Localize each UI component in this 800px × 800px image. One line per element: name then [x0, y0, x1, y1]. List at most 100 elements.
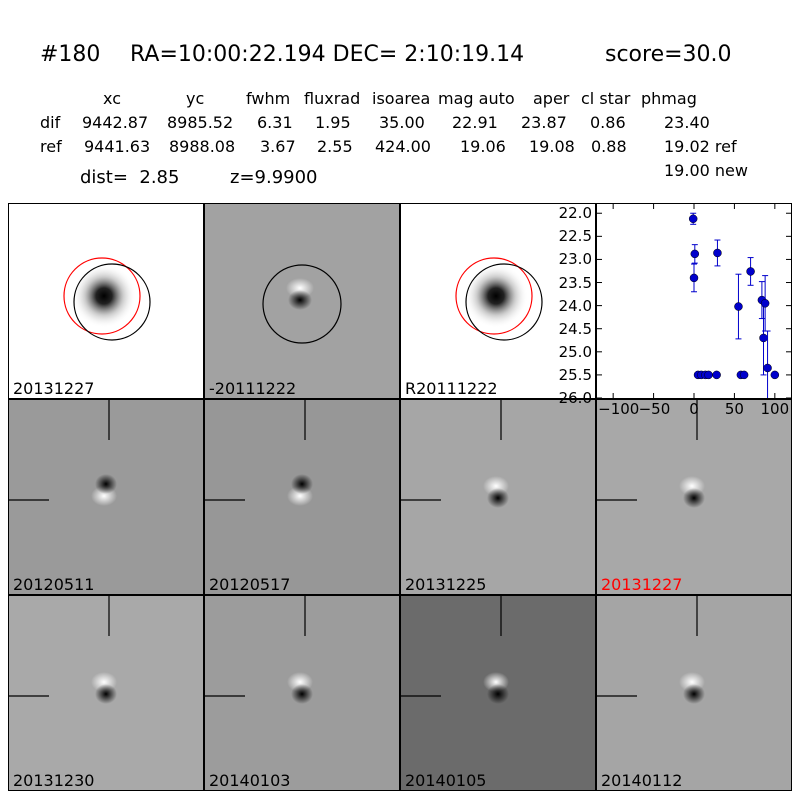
- y-tick-label: 22.0: [558, 204, 592, 223]
- cutout-date-label: 20140105: [405, 771, 487, 790]
- cutout-panel: 20120511: [8, 399, 204, 595]
- cutout-date-label: 20131225: [405, 575, 487, 594]
- z-value: z=9.9900: [230, 167, 318, 188]
- aperture-black: [262, 264, 342, 344]
- y-tick-label: 24.5: [558, 319, 592, 338]
- cutout-panel: -20111222: [204, 203, 400, 399]
- cell: 9441.63: [84, 137, 151, 156]
- col-fwhm: fwhm: [246, 89, 291, 108]
- cutout-image: [63, 257, 151, 341]
- cutout-image: [455, 257, 543, 341]
- cell: 8988.08: [169, 137, 236, 156]
- cutout-date-label: 20120511: [13, 575, 95, 594]
- data-point: [689, 273, 699, 283]
- cell: 23.87: [521, 113, 567, 132]
- cell: 3.67: [260, 137, 296, 156]
- star-source: [72, 264, 136, 328]
- cell: 424.00: [375, 137, 431, 156]
- y-tick-label: 23.0: [558, 250, 592, 269]
- cutout-image: [9, 400, 117, 506]
- y-tick-label: 22.5: [558, 227, 592, 246]
- data-point: [739, 370, 749, 380]
- aperture-red: [455, 257, 533, 335]
- data-point: [713, 248, 722, 258]
- cutout-image: [597, 596, 705, 704]
- cell: 35.00: [379, 113, 425, 132]
- cell: 0.86: [590, 113, 626, 132]
- dipole-negative: [95, 474, 117, 494]
- x-tick-label: −50: [638, 400, 671, 418]
- data-point: [690, 249, 700, 259]
- cell: 23.40: [664, 113, 710, 132]
- aperture-red: [63, 257, 141, 335]
- cell: 9442.87: [82, 113, 149, 132]
- cutout-image: [205, 400, 313, 506]
- data-point: [759, 333, 768, 343]
- cell: 6.31: [257, 113, 293, 132]
- data-point: [688, 214, 698, 224]
- x-tick-label: 0: [689, 400, 699, 418]
- aperture-black: [465, 263, 543, 341]
- object-id: #180: [40, 42, 101, 67]
- dipole-negative: [291, 474, 313, 494]
- phmag-new: 19.00 new: [664, 161, 748, 180]
- col-isoarea: isoarea: [372, 89, 431, 108]
- cutout-panel: 20131230: [8, 595, 204, 791]
- cutout-panel: 20120517: [204, 399, 400, 595]
- cutout-date-label: 20120517: [209, 575, 291, 594]
- cutout-image: [401, 400, 509, 508]
- col-mag-auto: mag auto: [438, 89, 515, 108]
- cutout-panel: 20131225: [400, 399, 596, 595]
- cutout-date-label: -20111222: [209, 379, 297, 398]
- y-tick-label: 26.0: [558, 389, 592, 407]
- y-tick-label: 25.0: [558, 342, 592, 361]
- score: score=30.0: [605, 42, 732, 67]
- light-curve-panel: [596, 203, 792, 406]
- cell: 8985.52: [167, 113, 234, 132]
- aperture-black: [73, 263, 151, 341]
- cutout-image: [205, 596, 313, 704]
- col-phmag: phmag: [641, 89, 697, 108]
- data-point: [746, 267, 755, 276]
- cutout-image: [597, 400, 705, 508]
- cutout-date-label: 20140112: [601, 771, 683, 790]
- cutout-panel: 20140103: [204, 595, 400, 791]
- cell: 0.88: [591, 137, 627, 156]
- coordinates: RA=10:00:22.194 DEC= 2:10:19.14: [130, 42, 525, 67]
- cell: 2.55: [317, 137, 353, 156]
- cutout-panel: 20131227: [8, 203, 204, 399]
- cell: 19.08: [529, 137, 575, 156]
- data-point: [760, 299, 770, 308]
- col-cl-star: cl star: [581, 89, 631, 108]
- cutout-image: [262, 264, 342, 344]
- row-label: dif: [40, 113, 61, 132]
- dipole-negative: [683, 488, 705, 508]
- col-aper: aper: [533, 89, 570, 108]
- data-point: [770, 370, 780, 380]
- data-point: [734, 302, 743, 311]
- dipole-negative: [291, 684, 313, 704]
- cutout-date-label: 20140103: [209, 771, 291, 790]
- data-point: [712, 370, 721, 380]
- x-tick-label: 100: [760, 400, 790, 418]
- cell: 22.91: [452, 113, 498, 132]
- dipole-negative: [288, 290, 312, 310]
- row-label: ref: [40, 137, 62, 156]
- data-point: [763, 363, 772, 373]
- dipole-negative: [95, 684, 117, 704]
- dipole-negative: [487, 684, 509, 704]
- cutout-date-label: R20111222: [405, 379, 498, 398]
- cutout-date-label: 20131227: [13, 379, 95, 398]
- y-tick-label: 23.5: [558, 273, 592, 292]
- dipole-negative: [487, 488, 509, 508]
- cutout-date-label: 20131227: [601, 575, 683, 594]
- star-source: [464, 264, 528, 328]
- cell: 1.95: [315, 113, 351, 132]
- light-curve-chart: [597, 204, 791, 406]
- cell: 19.06: [460, 137, 506, 156]
- cutout-panel: 20131227: [596, 399, 792, 595]
- cutout-panel: 20140112: [596, 595, 792, 791]
- cutout-image: [401, 596, 509, 704]
- cutout-panel: R20111222: [400, 203, 596, 399]
- col-yc: yc: [186, 89, 205, 108]
